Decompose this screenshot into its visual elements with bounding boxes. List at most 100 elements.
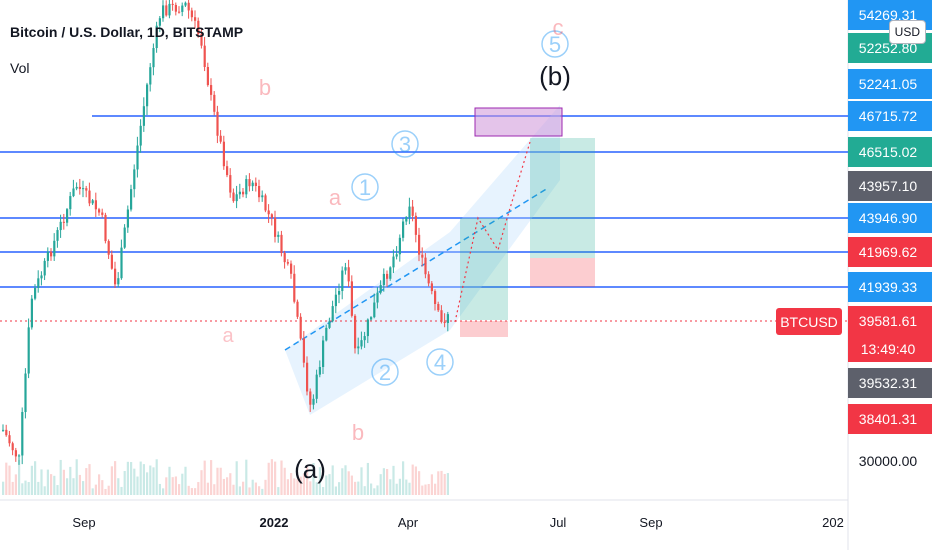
plot-background [0,0,848,550]
volume-bar [341,468,344,495]
candle-body [91,200,94,204]
currency-button[interactable]: USD [888,20,926,44]
candle-body [376,292,379,303]
candle-body [309,391,312,405]
volume-bar [56,485,59,495]
candle-body [178,11,181,13]
volume-bar [21,483,24,495]
volume-bar [334,486,337,495]
candle-body [251,182,254,187]
volume-bar [347,471,350,495]
price-tag-label: 46515.02 [859,144,918,160]
wave-label: 3 [399,132,411,157]
target-profit-box [530,138,595,258]
volume-bar [168,466,171,495]
volume-bar [418,471,421,495]
volume-bar [174,476,177,495]
candle-body [322,340,325,367]
volume-bar [216,467,219,495]
candle-body [350,281,353,316]
volume-bar [235,461,238,495]
volume-bar [424,484,427,495]
volume-bar [171,477,174,495]
candle-body [216,111,219,136]
volume-bar [232,484,235,495]
volume-bar [392,465,395,495]
price-tag-label: 43946.90 [859,210,918,226]
volume-bar [331,465,334,495]
volume-bar [440,470,443,495]
volume-bar [370,483,373,495]
volume-bar [344,465,347,495]
candle-body [312,398,315,405]
volume-bar [8,465,11,495]
volume-bar [94,484,97,495]
volume-bar [402,461,405,495]
volume-bar [421,485,424,495]
wave-circle [371,358,399,386]
wave-label: 5 [549,32,561,57]
candle-body [248,179,251,187]
volume-bar [254,482,257,495]
volume-bar [389,479,392,495]
price-tag [848,101,932,131]
candle-body [229,175,232,193]
volume-bar [213,484,216,495]
candle-body [398,237,401,255]
volume-bar [136,476,139,495]
wave-letter-faded: a [222,325,234,347]
candle-body [197,20,200,34]
x-tick-label: Apr [398,515,419,530]
volume-bar [158,483,161,495]
candle-body [274,217,277,237]
volume-bar [59,459,62,495]
candle-body [56,230,59,241]
wave-letter: (a) [294,454,326,484]
candle-body [270,214,273,218]
candle-body [46,251,49,261]
volume-bar [274,461,277,495]
price-tag [848,306,932,336]
price-tag-label: 38401.31 [859,411,918,427]
volume-bar [222,478,225,495]
candle-body [238,191,241,195]
candle-body [235,194,238,202]
volume-bar [408,482,411,495]
volume-bar [78,474,81,495]
candle-body [2,429,5,431]
volume-bar [37,481,40,495]
x-tick-label: 2022 [260,515,289,530]
volume-bar [299,476,302,495]
volume-bar [133,468,136,495]
candle-body [194,17,197,21]
volume-bar [267,462,270,495]
volume-bar [165,477,168,495]
candle-body [174,4,177,12]
price-tag [848,272,932,302]
candle-body [62,221,65,223]
candle-body [341,270,344,292]
candle-body [331,306,334,322]
wave-letter: a [329,185,342,210]
candle-body [165,5,168,16]
price-tag-label: 52241.05 [859,76,918,92]
wave-letter: (b) [539,61,571,91]
x-tick-label: Jul [550,515,567,530]
volume-bar [357,481,360,495]
candle-body [411,206,414,216]
volume-bar [85,468,88,495]
volume-bar [146,472,149,495]
volume-bar [251,479,254,495]
candle-body [133,169,136,190]
volume-bar [261,488,264,495]
candle-body [78,186,81,189]
candle-body [24,373,27,413]
volume-bar [405,479,408,495]
candle-body [136,145,139,170]
volume-bar [437,471,440,495]
volume-bar [290,473,293,495]
volume-bar [283,467,286,495]
volume-bar [184,466,187,495]
